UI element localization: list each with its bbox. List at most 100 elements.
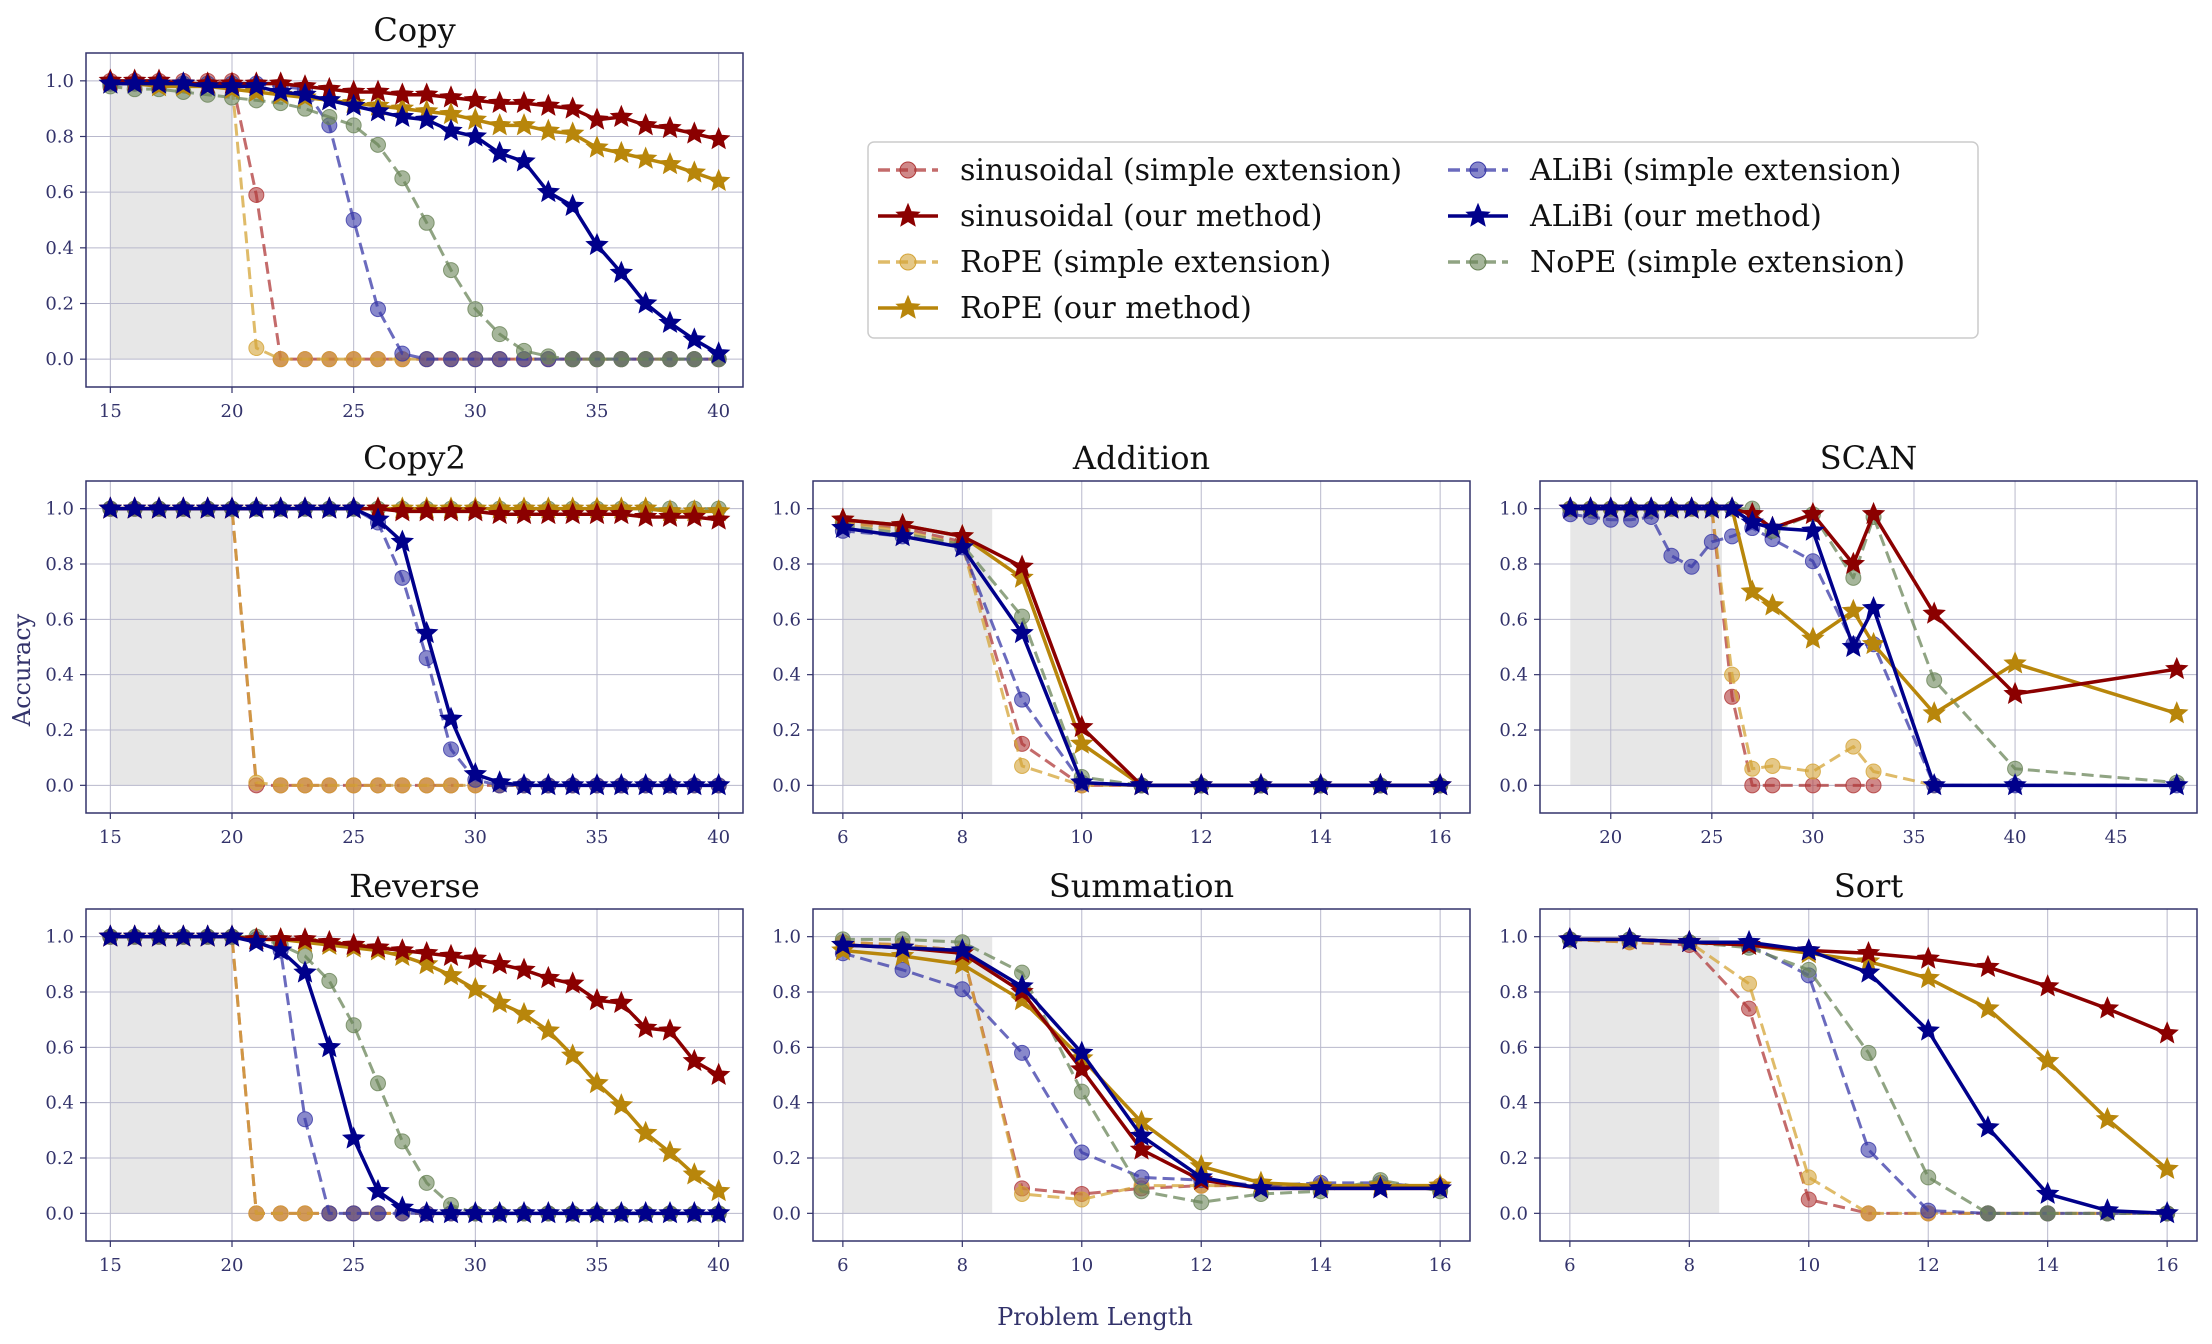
data-point [1073,1083,1090,1100]
x-tick-label: 8 [957,827,968,848]
series-alibi_our [98,496,731,796]
data-point [487,90,512,114]
data-point [1801,626,1825,649]
x-tick-label: 20 [221,1255,244,1276]
data-point [536,179,561,203]
data-point [1070,770,1094,793]
y-tick-label: 0.4 [1499,665,1528,686]
legend-box [867,141,1979,339]
data-point [341,93,366,116]
data-point [1861,501,1886,525]
data-point [2095,996,2120,1019]
x-tick-label: 45 [2105,827,2128,848]
data-point [536,773,561,796]
panel-title: Reverse [349,867,480,905]
data-point [613,351,630,368]
data-point [195,74,220,97]
data-point [1189,773,1213,796]
training-range-shade [110,936,232,1214]
data-point [317,496,342,519]
data-point [1724,666,1741,683]
data-point [244,74,269,97]
data-point [682,1201,707,1224]
data-point [414,82,439,105]
data-point [1703,533,1720,550]
data-point [321,109,338,126]
data-point [954,981,971,998]
data-point [950,938,975,961]
axes-frame [1539,908,2198,1242]
data-point [560,773,585,796]
data-point [609,773,634,796]
data-point [293,960,317,983]
panel-title: Copy2 [363,439,466,477]
data-point [1368,773,1393,796]
data-point [706,507,731,530]
data-point [658,773,682,796]
x-tick-label: 16 [2156,1255,2179,1276]
panel-title: Addition [1072,439,1210,477]
data-point [633,113,658,136]
data-point [633,291,658,314]
data-point [682,773,707,796]
y-tick-label: 0.8 [1499,982,1528,1003]
data-point [585,1201,609,1224]
data-point [414,499,439,522]
data-point [633,1015,658,1038]
data-point [463,761,488,785]
data-point [609,1201,634,1224]
y-tick-label: 0.8 [45,982,74,1003]
data-point [487,1201,512,1224]
data-point [1014,1185,1031,1202]
data-point [2155,1156,2179,1180]
panel-title: Sort [1834,867,1903,905]
y-tick-label: 0.2 [45,720,74,741]
data-point [1841,634,1866,657]
y-tick-label: 0.6 [45,1037,74,1058]
data-point [272,1205,289,1222]
data-point [414,620,439,644]
data-point [345,777,362,794]
y-tick-label: 0.4 [772,665,801,686]
data-point [345,351,362,368]
data-point [2155,1021,2179,1044]
data-point [1865,763,1882,780]
data-point [633,146,658,169]
y-tick-label: 1.0 [45,927,74,948]
data-point [487,952,512,975]
data-point [272,351,289,368]
data-point [1133,1183,1150,1200]
legend-marker [895,202,921,227]
data-point [682,121,707,144]
legend-label: RoPE (simple extension) [960,245,1331,280]
data-point [633,1120,658,1144]
data-point [390,529,415,552]
data-point [439,1201,463,1224]
data-point [1599,496,1623,519]
data-point [536,1201,561,1224]
data-point [366,507,390,530]
data-point [536,965,561,989]
data-point [633,1201,658,1224]
y-tick-label: 0.4 [45,665,74,686]
x-tick-label: 30 [1801,827,1824,848]
data-point [293,496,317,519]
data-point [341,496,366,519]
legend-label: sinusoidal (simple extension) [960,153,1402,188]
data-point [1922,701,1946,724]
data-point [633,504,658,527]
data-point [2095,1106,2120,1130]
data-point [1916,965,1940,989]
data-point [463,124,488,147]
data-point [321,351,338,368]
data-point [512,1201,536,1224]
data-point [467,301,484,318]
plot-area [1558,927,2179,1224]
data-point [321,777,338,794]
data-point [268,496,293,519]
x-tick-label: 10 [1070,827,1093,848]
data-point [560,193,585,217]
panel-title: Summation [1049,867,1234,905]
data-point [345,1017,362,1034]
data-point [1249,773,1273,796]
